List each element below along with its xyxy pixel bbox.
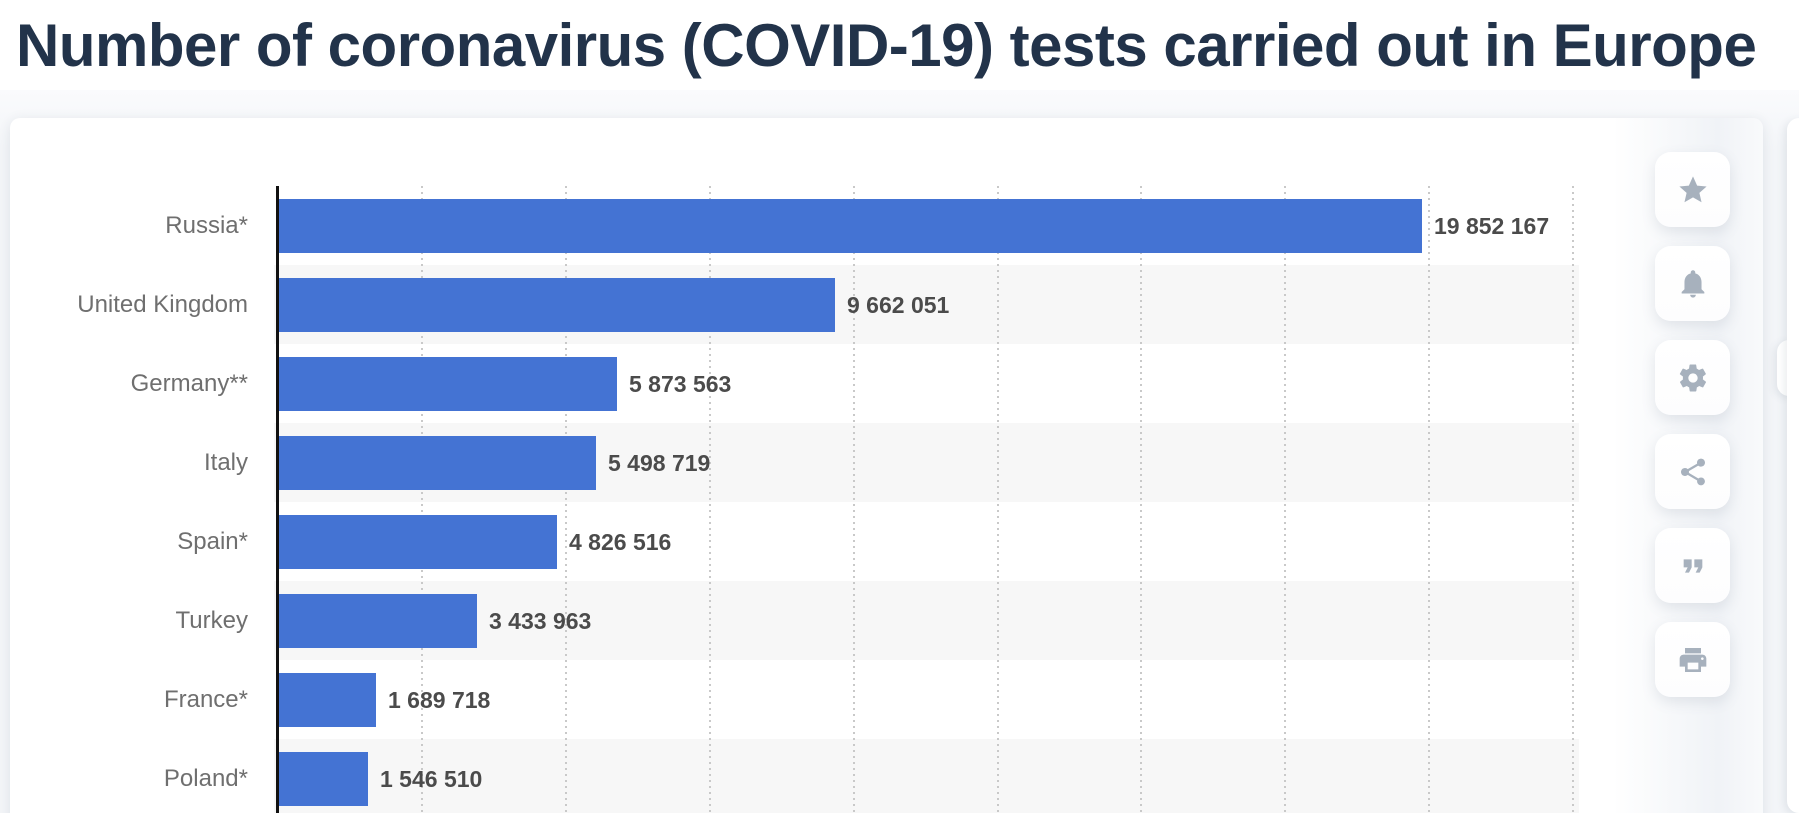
category-label: Poland*	[163, 764, 248, 792]
gridline	[1140, 186, 1143, 813]
value-label: 4 826 516	[569, 528, 672, 555]
category-label: France*	[163, 685, 248, 713]
category-label: United Kingdom	[77, 290, 248, 318]
gridline	[708, 186, 711, 813]
category-label: Germany**	[130, 369, 248, 397]
bar-spain[interactable]	[279, 514, 557, 569]
category-label: Spain*	[177, 527, 248, 555]
notifications-button[interactable]	[1655, 246, 1730, 321]
bar-italy[interactable]	[279, 435, 596, 490]
gridline	[1572, 186, 1575, 813]
y-axis-line	[276, 186, 279, 813]
value-label: 19 852 167	[1434, 212, 1550, 239]
value-label: 5 873 563	[629, 370, 732, 397]
bar-france[interactable]	[279, 672, 376, 727]
bar-germany[interactable]	[279, 356, 617, 411]
value-label: 9 662 051	[847, 291, 950, 318]
gridline	[1284, 186, 1287, 813]
print-icon	[1679, 647, 1706, 672]
bar-chart: Russia* 19 852 167 United Kingdom 9 662 051…	[10, 118, 1763, 813]
chart-card: Russia* 19 852 167 United Kingdom 9 662 051…	[10, 118, 1763, 813]
category-label: Italy	[203, 448, 248, 476]
bell-icon	[1681, 269, 1704, 298]
page-header: Number of coronavirus (COVID-19) tests c…	[0, 0, 1799, 90]
row-stripe	[274, 739, 1579, 813]
row-stripe	[274, 581, 1579, 660]
print-button[interactable]	[1655, 622, 1730, 697]
settings-button[interactable]	[1655, 340, 1730, 415]
value-label: 5 498 719	[608, 449, 711, 476]
gear-icon	[1679, 364, 1706, 391]
gridline	[852, 186, 855, 813]
page-title: Number of coronavirus (COVID-19) tests c…	[16, 12, 1757, 79]
gridline	[420, 186, 423, 813]
category-label: Russia*	[165, 211, 248, 239]
content-area: Russia* 19 852 167 United Kingdom 9 662 051…	[0, 90, 1799, 813]
bar-russia[interactable]	[279, 198, 1422, 253]
bar-turkey[interactable]	[279, 593, 477, 648]
quote-icon	[1683, 558, 1702, 573]
side-panel-edge[interactable]	[1787, 118, 1799, 813]
favorite-button[interactable]	[1655, 152, 1730, 227]
bar-unitedkingdom[interactable]	[279, 277, 835, 332]
cite-button[interactable]	[1655, 528, 1730, 603]
bar-poland[interactable]	[279, 751, 368, 806]
value-label: 1 689 718	[388, 686, 491, 713]
value-label: 1 546 510	[380, 765, 483, 792]
share-icon	[1680, 458, 1705, 485]
gridline	[564, 186, 567, 813]
category-label: Turkey	[175, 606, 248, 634]
gridline	[1428, 186, 1431, 813]
gridline	[996, 186, 999, 813]
star-icon	[1678, 175, 1707, 202]
share-button[interactable]	[1655, 434, 1730, 509]
value-label: 3 433 963	[489, 607, 592, 634]
